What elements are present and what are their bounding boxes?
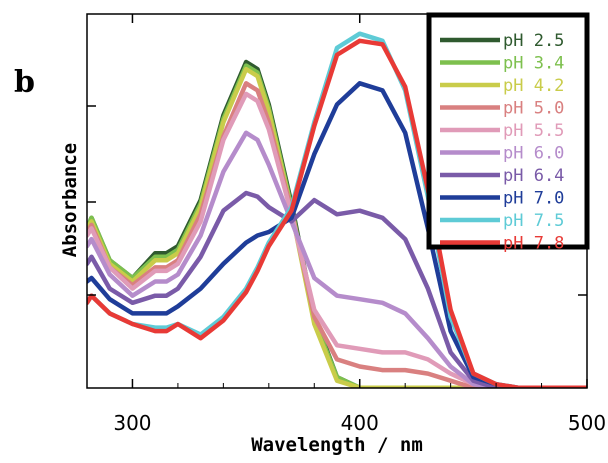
legend-label-6: pH 6.4: [503, 166, 564, 186]
legend-label-7: pH 7.0: [503, 189, 564, 209]
x-tick-label: 500: [568, 411, 606, 435]
series-line-6: [87, 190, 587, 388]
legend-label-1: pH 3.4: [503, 54, 564, 74]
legend-label-9: pH 7.8: [503, 234, 564, 254]
panel-label: b: [14, 65, 35, 100]
legend-label-8: pH 7.5: [503, 211, 564, 231]
legend-label-4: pH 5.5: [503, 121, 564, 141]
legend-label-2: pH 4.2: [503, 76, 564, 96]
x-tick-label: 400: [341, 411, 379, 435]
series-line-9: [87, 38, 587, 388]
legend-label-5: pH 6.0: [503, 144, 564, 164]
series-layer: [87, 31, 587, 388]
series-line-7: [87, 81, 587, 388]
legend-label-0: pH 2.5: [503, 31, 564, 51]
x-tick-label: 300: [113, 411, 151, 435]
legend: pH 2.5 pH 3.4pH 4.2 pH 5.0pH 5.5 pH 6.0pH 6…: [440, 31, 564, 254]
y-axis-title: Absorbance: [59, 143, 81, 257]
legend-label-3: pH 5.0: [503, 99, 564, 119]
x-axis-title: Wavelength / nm: [251, 434, 423, 456]
